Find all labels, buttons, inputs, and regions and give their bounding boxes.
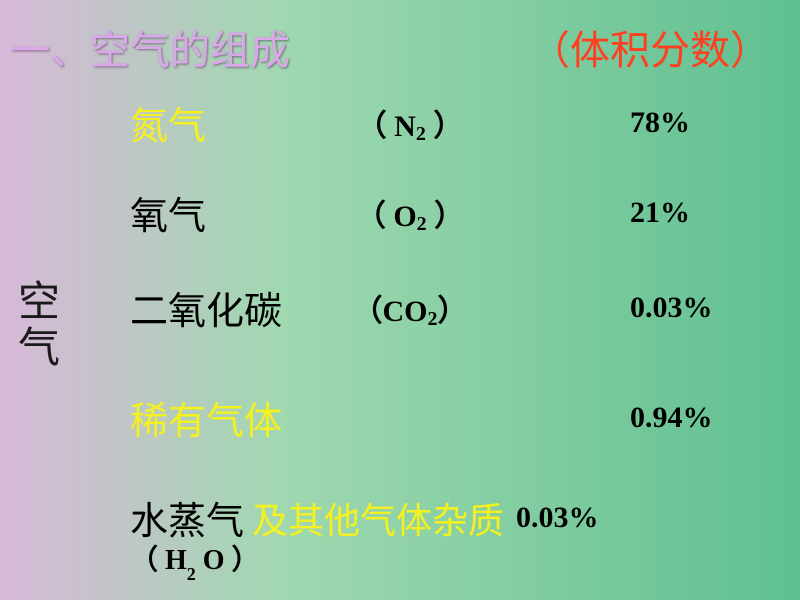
gas-extra-text: 及其他气体杂质 (252, 492, 504, 544)
gas-formula: （ N2 ） (330, 101, 490, 145)
side-label-char2: 气 (18, 326, 60, 372)
side-label-char1: 空 (18, 280, 60, 326)
gas-formula: （ O2 ） (330, 191, 490, 235)
gas-row-oxygen: 氧气 （ O2 ） 21% (130, 185, 770, 240)
gas-percent: 0.94% (630, 401, 770, 435)
gas-percent: 0.03% (516, 501, 656, 535)
gas-name-water: 水蒸气 (130, 490, 244, 545)
gas-row-co2: 二氧化碳 （CO2） 0.03% (130, 280, 770, 335)
title-volume-fraction: （体积分数） (530, 18, 770, 76)
gas-row-nitrogen: 氮气 （ N2 ） 78% (130, 95, 770, 150)
gas-name: 稀有气体 (130, 390, 330, 445)
gas-percent: 0.03% (630, 291, 770, 325)
gas-row-noble: 稀有气体 0.94% (130, 390, 770, 445)
gas-name: 二氧化碳 (130, 280, 330, 335)
gas-name: 氮气 (130, 95, 330, 150)
gas-name: 氧气 (130, 185, 330, 240)
title-composition: 一、空气的组成 (10, 18, 290, 76)
gas-formula: （CO2） (330, 286, 490, 330)
gas-row-water: 水蒸气 及其他气体杂质 0.03% (130, 490, 770, 545)
gas-percent: 78% (630, 106, 770, 140)
side-label-air: 空 气 (18, 280, 60, 372)
gas-percent: 21% (630, 196, 770, 230)
water-formula: （ H2 O ） (130, 538, 260, 581)
